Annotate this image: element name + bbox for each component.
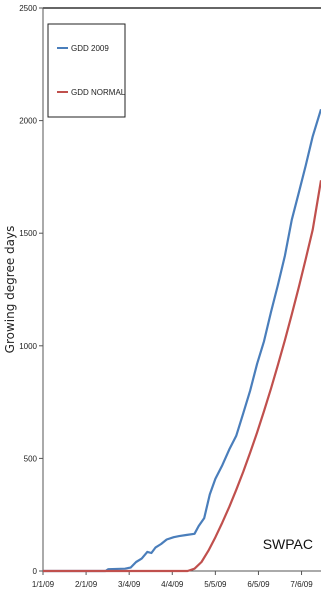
- y-tick-label: 0: [33, 567, 38, 576]
- legend-label: GDD 2009: [71, 44, 109, 53]
- y-tick-label: 2500: [19, 4, 37, 13]
- series-line-gdd-normal: [43, 180, 321, 573]
- y-tick-label: 1500: [19, 229, 37, 238]
- x-tick-label: 3/4/09: [118, 580, 141, 589]
- series-line-gdd-2009: [43, 108, 321, 573]
- x-tick-label: 6/5/09: [247, 580, 270, 589]
- x-tick-label: 1/1/09: [32, 580, 55, 589]
- y-tick-label: 1000: [19, 342, 37, 351]
- legend-label: GDD NORMAL: [71, 88, 126, 97]
- y-tick-label: 500: [24, 454, 38, 463]
- x-tick-label: 5/5/09: [204, 580, 227, 589]
- x-tick-label: 4/4/09: [161, 580, 184, 589]
- chart-annotation: SWPAC: [263, 536, 313, 552]
- legend-box: [47, 23, 126, 118]
- y-tick-label: 2000: [19, 117, 37, 126]
- x-tick-label: 7/6/09: [290, 580, 313, 589]
- x-tick-label: 2/1/09: [75, 580, 98, 589]
- y-axis-title: Growing degree days: [3, 226, 17, 354]
